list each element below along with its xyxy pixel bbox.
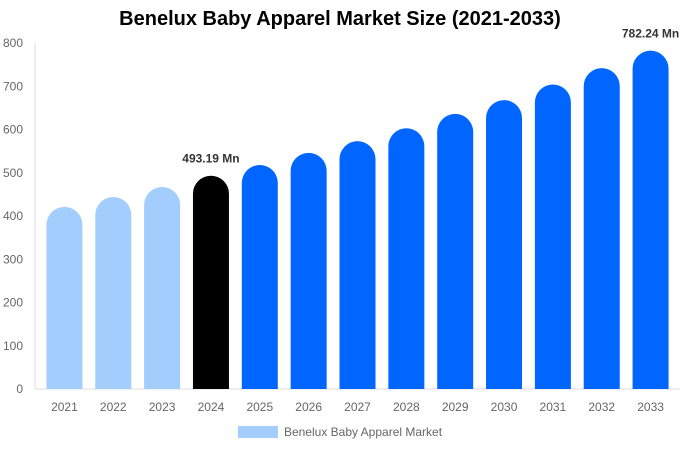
bar-2032 [583,68,620,390]
x-tick-label: 2026 [295,400,322,414]
x-tick-label: 2023 [149,400,176,414]
bar-2028 [388,128,425,389]
x-tick-label: 2029 [442,400,469,414]
x-tick-label: 2030 [491,400,518,414]
bar-2026 [290,152,327,389]
bar-2030 [486,100,523,389]
x-tick-label: 2024 [198,400,225,414]
x-tick-label: 2022 [100,400,127,414]
x-tick-label: 2027 [344,400,371,414]
bar-2022 [95,196,132,389]
bar-2027 [339,141,376,389]
bar-2031 [534,84,571,390]
bar-2024 [192,175,229,389]
bar-2025 [241,164,278,389]
x-tick-label: 2021 [51,400,78,414]
x-tick-label: 2031 [540,400,567,414]
y-tick-label: 100 [3,339,23,353]
x-tick-label: 2033 [637,400,664,414]
bar-2023 [144,187,181,389]
x-tick-label: 2025 [246,400,273,414]
x-tick-label: 2028 [393,400,420,414]
x-tick-label: 2032 [588,400,615,414]
bar-2021 [46,206,83,389]
bar-2033 [632,50,669,389]
y-tick-label: 0 [16,382,23,396]
data-label-2024: 493.19 Mn [182,152,239,166]
chart-title: Benelux Baby Apparel Market Size (2021-2… [119,8,561,30]
y-tick-label: 400 [3,209,23,223]
y-tick-label: 200 [3,296,23,310]
legend-swatch [237,426,278,438]
bar-2029 [437,113,474,389]
legend-label: Benelux Baby Apparel Market [283,425,443,439]
y-tick-label: 300 [3,252,23,266]
data-label-2033: 782.24 Mn [622,27,679,41]
y-tick-label: 600 [3,123,23,137]
y-tick-label: 500 [3,166,23,180]
y-tick-label: 700 [3,79,23,93]
y-tick-label: 800 [3,36,23,50]
legend[interactable]: Benelux Baby Apparel Market [0,425,680,439]
